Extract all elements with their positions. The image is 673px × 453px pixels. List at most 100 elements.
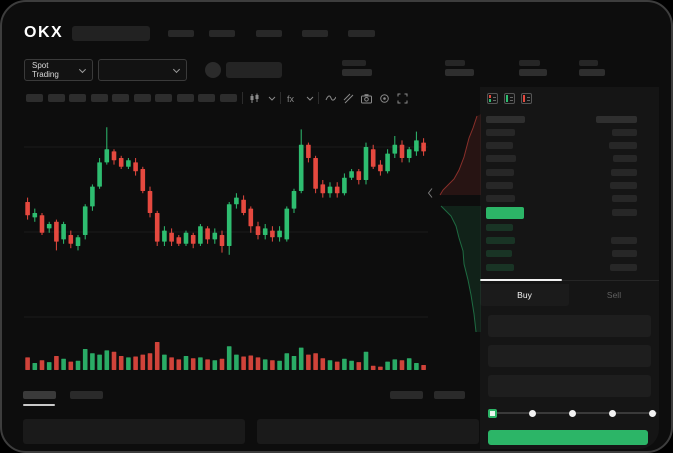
depth-chart [439, 114, 481, 332]
ticker-stat-label [342, 60, 366, 66]
slider-handle[interactable] [488, 408, 497, 418]
timeframe-button-4[interactable] [90, 94, 108, 102]
wave-icon[interactable] [325, 93, 336, 104]
pair-name-placeholder [226, 62, 282, 78]
ask-row-amount[interactable] [612, 195, 637, 202]
active-tab-indicator [480, 279, 562, 281]
book-line [510, 99, 513, 101]
search-input[interactable] [72, 26, 150, 41]
tab-sell[interactable]: Sell [569, 284, 659, 306]
nav-item-4[interactable] [302, 30, 328, 37]
svg-text:fx: fx [287, 94, 295, 104]
bottom-filter-chip-1[interactable] [390, 391, 423, 399]
bid-row-amount[interactable] [610, 264, 637, 271]
ticker-stat-value [519, 69, 547, 76]
ask-row-amount[interactable] [609, 142, 637, 149]
slider-stop[interactable] [609, 409, 616, 417]
bottom-tab-active-indicator [23, 404, 55, 406]
book-line [510, 96, 513, 98]
draw-icon[interactable] [343, 93, 354, 104]
candlestick-chart[interactable] [24, 114, 428, 334]
ask-row-amount[interactable] [612, 129, 637, 136]
ask-row-amount[interactable] [611, 169, 637, 176]
timeframe-button-7[interactable] [155, 94, 172, 102]
ask-row-amount[interactable] [613, 155, 637, 162]
slider-stop[interactable] [529, 409, 536, 417]
ask-row-amount[interactable] [610, 182, 637, 189]
ticker-stat-value [445, 69, 474, 76]
okx-logo[interactable]: OKX [24, 24, 64, 41]
market-type-label: Spot Trading [32, 61, 59, 79]
book-combined-icon[interactable] [487, 93, 498, 104]
book-bids-icon[interactable] [504, 93, 515, 104]
fx-indicator-icon[interactable]: fx [287, 93, 298, 104]
timeframe-button-3[interactable] [69, 94, 86, 102]
timeframe-button-2[interactable] [47, 94, 65, 102]
nav-item-1[interactable] [168, 30, 194, 37]
book-color-segment [523, 95, 525, 102]
slider-stop[interactable] [569, 409, 576, 417]
bid-row-price[interactable] [486, 237, 515, 244]
timeframe-button-1[interactable] [26, 94, 43, 102]
ask-row-price[interactable] [486, 155, 516, 162]
nav-item-5[interactable] [348, 30, 375, 37]
timeframe-button-9[interactable] [198, 94, 215, 102]
tab-buy[interactable]: Buy [480, 284, 569, 306]
ticker-stat-label [445, 60, 465, 66]
fullscreen-icon[interactable] [397, 93, 408, 104]
camera-icon[interactable] [361, 93, 372, 104]
nav-item-3[interactable] [256, 30, 282, 37]
sell-tab-label: Sell [606, 290, 622, 300]
timeframe-button-6[interactable] [133, 94, 151, 102]
pair-selector-dropdown[interactable] [98, 59, 187, 81]
toolbar-divider [242, 92, 243, 104]
settings-icon[interactable] [379, 93, 390, 104]
depth-collapse-icon[interactable] [427, 187, 434, 199]
orders-table-2 [257, 419, 479, 444]
chevron-down-icon[interactable] [267, 93, 278, 104]
ask-row-price[interactable] [486, 129, 515, 136]
orderbook-col-header-amount [596, 116, 637, 123]
buy-submit-button[interactable] [488, 430, 648, 445]
bid-row-price[interactable] [486, 264, 514, 271]
bid-row-amount[interactable] [611, 237, 637, 244]
order-form-field-3[interactable] [488, 375, 651, 397]
ticker-stat-value [342, 69, 372, 76]
book-color-segment [506, 95, 508, 102]
last-price-badge[interactable] [486, 207, 524, 219]
timeframe-button-8[interactable] [176, 94, 194, 102]
timeframe-button-5[interactable] [112, 94, 129, 102]
book-color-segment [489, 95, 491, 98]
book-asks-icon[interactable] [521, 93, 532, 104]
order-form-field-1[interactable] [488, 315, 651, 337]
bottom-tab-2[interactable] [70, 391, 103, 399]
timeframe-button-10[interactable] [219, 94, 237, 102]
book-line [527, 96, 530, 98]
buy-tab-label: Buy [517, 290, 532, 300]
bid-row-amount[interactable] [612, 250, 637, 257]
ask-row-price[interactable] [486, 142, 513, 149]
ask-row-price[interactable] [486, 195, 515, 202]
order-form-field-2[interactable] [488, 345, 651, 367]
candles-icon[interactable] [249, 93, 260, 104]
bottom-tab-1[interactable] [23, 391, 56, 399]
bottom-filter-chip-2[interactable] [434, 391, 465, 399]
amount-percent-slider[interactable] [488, 406, 657, 420]
slider-stop[interactable] [649, 409, 656, 417]
bid-row-price[interactable] [486, 224, 513, 231]
ask-row-price[interactable] [486, 169, 514, 176]
book-line [493, 96, 496, 98]
book-line [527, 99, 530, 101]
pair-coin-icon[interactable] [205, 62, 221, 78]
orders-table-1 [23, 419, 245, 444]
nav-item-2[interactable] [209, 30, 235, 37]
toolbar-divider [280, 92, 281, 104]
market-type-dropdown[interactable]: Spot Trading [24, 59, 93, 81]
ask-row-price[interactable] [486, 182, 513, 189]
chevron-down-icon[interactable] [305, 93, 316, 104]
chevron-down-icon [79, 65, 87, 73]
chevron-down-icon [172, 65, 181, 73]
bid-row-price[interactable] [486, 250, 512, 257]
last-price-amount [612, 209, 637, 216]
